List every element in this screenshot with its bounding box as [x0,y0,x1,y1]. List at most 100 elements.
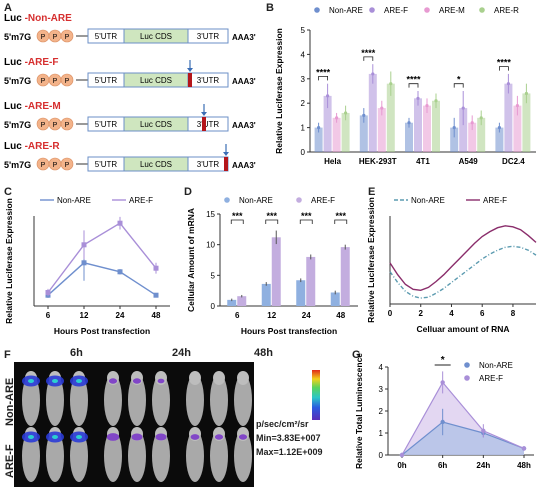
luminescence-signal [108,378,118,384]
luminescence-core [52,379,58,383]
data-point [399,452,405,458]
x-tick-label: HEK-293T [359,157,397,166]
significance-label: * [457,75,461,85]
mouse-body [22,374,40,426]
mouse-body [152,374,170,426]
significance-label: *** [266,211,277,221]
bar [504,83,513,152]
data-point [479,116,483,120]
polya-tail: AAA3' [232,33,256,42]
cds-label: Luc CDS [140,160,172,169]
y-tick-label: 0 [379,451,384,460]
data-point [425,104,429,108]
significance-bracket [318,75,328,81]
y-tick-label: 0 [301,148,306,157]
series-line [401,421,525,456]
data-point [45,290,51,295]
legend-label: ARE-M [439,6,465,15]
phosphate-label: P [65,34,70,41]
x-axis-label: Celluar amount of RNA [416,324,509,334]
y-tick-label: 1 [301,124,306,133]
legend-swatch [369,7,375,13]
bar [468,122,477,152]
panel-letter-e: E [368,186,376,198]
scale-min-label: Min=3.83E+007 [256,433,321,443]
bar [341,112,350,152]
x-axis-label: Hours Post transfection [54,326,150,336]
data-point [506,82,510,86]
data-point [434,99,438,103]
significance-label: **** [497,58,512,68]
time-label-48h: 48h [254,347,273,359]
bar [237,296,247,306]
mouse-body [46,430,64,482]
luminescence-core [76,435,82,439]
significance-bracket [499,66,509,71]
construct-title: Luc -ARE-R [4,141,60,152]
data-point [389,82,393,86]
significance-label: *** [232,211,243,221]
panel-letter-a: A [4,2,12,14]
cds-label: Luc CDS [140,76,172,85]
phosphate-label: P [65,122,70,129]
mouse-body [22,430,40,482]
mouse-body [152,430,170,482]
data-point [440,380,445,385]
y-tick-label: 2 [379,407,384,416]
utr3-box [187,116,229,132]
legend-label: ARE-R [494,6,519,15]
luminescence-signal [155,433,167,441]
utr3-box [187,28,229,44]
bar [513,105,522,152]
time-label-6h: 6h [70,347,83,359]
significance-bracket [453,83,464,88]
bar [432,100,440,152]
significance-label: *** [301,211,312,221]
x-tick-label: 4T1 [416,157,430,166]
are-element [224,157,228,171]
luminescence-signal [131,433,143,441]
x-tick-label: 6 [235,311,240,320]
luminescence-signal [132,378,142,384]
mouse-body [70,430,88,482]
data-point [117,220,123,226]
in-vivo-imaging-panel: 6h 24h 48h Non-ARE ARE-F p/sec/cm²/sr Mi… [0,340,345,487]
mouse-head [189,371,201,385]
time-label-24h: 24h [172,347,191,359]
bar [314,127,323,152]
chart-d-mrna-amount: 0 5 10 15 Cellular Amount of mRNA Hours Post … [186,196,358,336]
bar [227,299,237,306]
significance-bracket [334,219,348,224]
phosphate-label: P [53,162,58,169]
x-tick-label: 0h [397,461,406,470]
chart-c-luciferase-time-course: Relative Luciferase Expression Hours Post… [4,196,170,336]
x-tick-label: 6 [46,311,51,320]
x-tick-label: 6 [480,309,485,318]
bar [414,98,422,152]
data-point [326,94,330,98]
significance-label: * [441,355,445,366]
y-tick-label: 15 [206,210,215,219]
x-tick-label: DC2.4 [502,157,525,166]
data-point [521,446,527,451]
data-point [440,419,445,425]
chart-b-luciferase-by-cell-line: 0 1 2 3 4 5 Relative Luciferase Expression Non-… [274,6,536,166]
y-axis-label: Relative Total Luminescence [354,353,364,469]
x-tick-label: 4 [449,309,454,318]
mouse-body [186,374,204,426]
cap-label: 5'm7G [4,120,31,130]
x-tick-label: A549 [459,157,479,166]
luminescence-core [76,379,82,383]
x-tick-label: 48 [152,311,161,320]
data-point [497,126,501,130]
construct-title: Luc -ARE-M [4,101,61,112]
luminescence-core [28,379,34,383]
y-tick-label: 2 [301,99,306,108]
x-tick-label: 6h [438,461,447,470]
panel-letter-b: B [266,2,274,14]
y-tick-label: 0 [211,302,216,311]
legend-label: Non-ARE [479,361,513,370]
bar [522,93,531,152]
x-tick-label: 12 [267,311,276,320]
